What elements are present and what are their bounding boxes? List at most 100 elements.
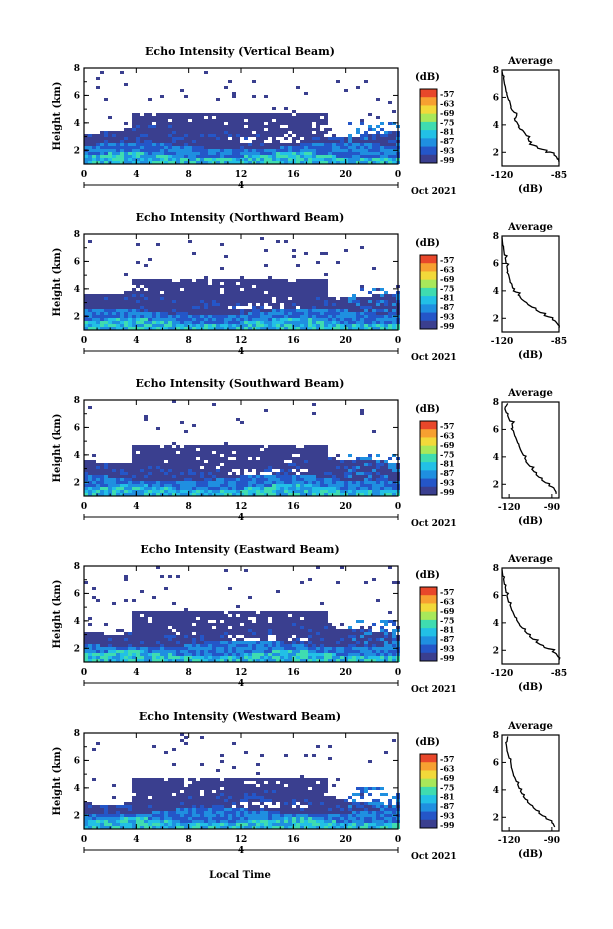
heatmap-cell [316,478,320,481]
heatmap-cell [312,463,316,466]
heatmap-cell [176,493,180,496]
heatmap-cell [384,312,388,315]
heatmap-cell [332,653,336,656]
heatmap-cell [312,454,316,457]
heatmap-cell [176,143,180,146]
heatmap-cell [292,656,296,659]
heatmap-cell [168,327,172,330]
heatmap-cell [192,487,196,490]
heatmap-cell [320,152,324,155]
heatmap-cell [388,140,392,143]
heatmap-cell [316,122,320,125]
heatmap-cell [320,602,324,605]
heatmap-cell [164,653,168,656]
heatmap-cell [196,647,200,650]
heatmap-cell [184,119,188,122]
heatmap-cell [268,282,272,285]
heatmap-cell [148,493,152,496]
heatmap-cell [252,454,256,457]
heatmap-cell [392,152,396,155]
heatmap-cell [140,140,144,143]
heatmap-cell [236,457,240,460]
heatmap-cell [168,113,172,116]
average-profile-line [501,71,560,163]
heatmap-cell [124,578,128,581]
heatmap-cell [288,617,292,620]
heatmap-cell [300,306,304,309]
heatmap-cell [244,309,248,312]
heatmap-cell [264,309,268,312]
heatmap-cell [296,644,300,647]
heatmap-cell [120,481,124,484]
day-marker: 4 [238,513,244,523]
heatmap-cell [204,644,208,647]
heatmap-cell [84,161,88,164]
heatmap-cell [216,472,220,475]
heatmap-cell [168,457,172,460]
heatmap-cell [188,122,192,125]
heatmap-cell [324,140,328,143]
heatmap-cell [300,131,304,134]
heatmap-cell [136,116,140,119]
heatmap-cell [312,300,316,303]
heatmap-cell [164,161,168,164]
y-tick-label: 6 [74,257,80,267]
heatmap-cell [384,327,388,330]
heatmap-cell [136,490,140,493]
heatmap-cell [200,315,204,318]
heatmap-cell [212,303,216,306]
heatmap-cell [184,484,188,487]
heatmap-cell [284,297,288,300]
heatmap-cell [96,463,100,466]
heatmap-cell [288,641,292,644]
heatmap-cell [164,116,168,119]
heatmap-cell [220,158,224,161]
heatmap-cell [188,653,192,656]
heatmap-cell [168,122,172,125]
heatmap-cell [176,490,180,493]
heatmap-cell [160,632,164,635]
heatmap-cell [132,493,136,496]
heatmap-cell [92,140,96,143]
heatmap-cell [240,122,244,125]
heatmap-cell [232,644,236,647]
heatmap-cell [296,656,300,659]
heatmap-cell [284,487,288,490]
heatmap-cell [168,641,172,644]
heatmap-cell [316,647,320,650]
heatmap-cell [164,457,168,460]
heatmap-cell [344,321,348,324]
heatmap-cell [196,155,200,158]
heatmap-cell [124,324,128,327]
heatmap-cell [240,327,244,330]
heatmap-cell [224,656,228,659]
heatmap-cell [316,617,320,620]
heatmap-cell [312,116,316,119]
heatmap-cell [212,140,216,143]
heatmap-cell [348,653,352,656]
heatmap-cell [260,137,264,140]
heatmap-cell [256,282,260,285]
heatmap-cell [208,629,212,632]
heatmap-cell [228,321,232,324]
heatmap-cell [160,95,164,98]
heatmap-cell [352,659,356,662]
heatmap-cell [248,644,252,647]
heatmap-cell [108,656,112,659]
heatmap-cell [388,659,392,662]
heatmap-cell [264,659,268,662]
heatmap-cell [380,466,384,469]
heatmap-cell [84,656,88,659]
heatmap-cell [104,650,108,653]
heatmap-cell [320,469,324,472]
heatmap-cell [200,623,204,626]
heatmap-cell [292,125,296,128]
heatmap-cell [388,620,392,623]
heatmap-cell [132,659,136,662]
heatmap-cell [216,152,220,155]
average-x-label: (dB) [518,350,543,361]
heatmap-cell [356,128,360,131]
heatmap-cell [312,140,316,143]
heatmap-cell [148,445,152,448]
heatmap-cell [388,487,392,490]
